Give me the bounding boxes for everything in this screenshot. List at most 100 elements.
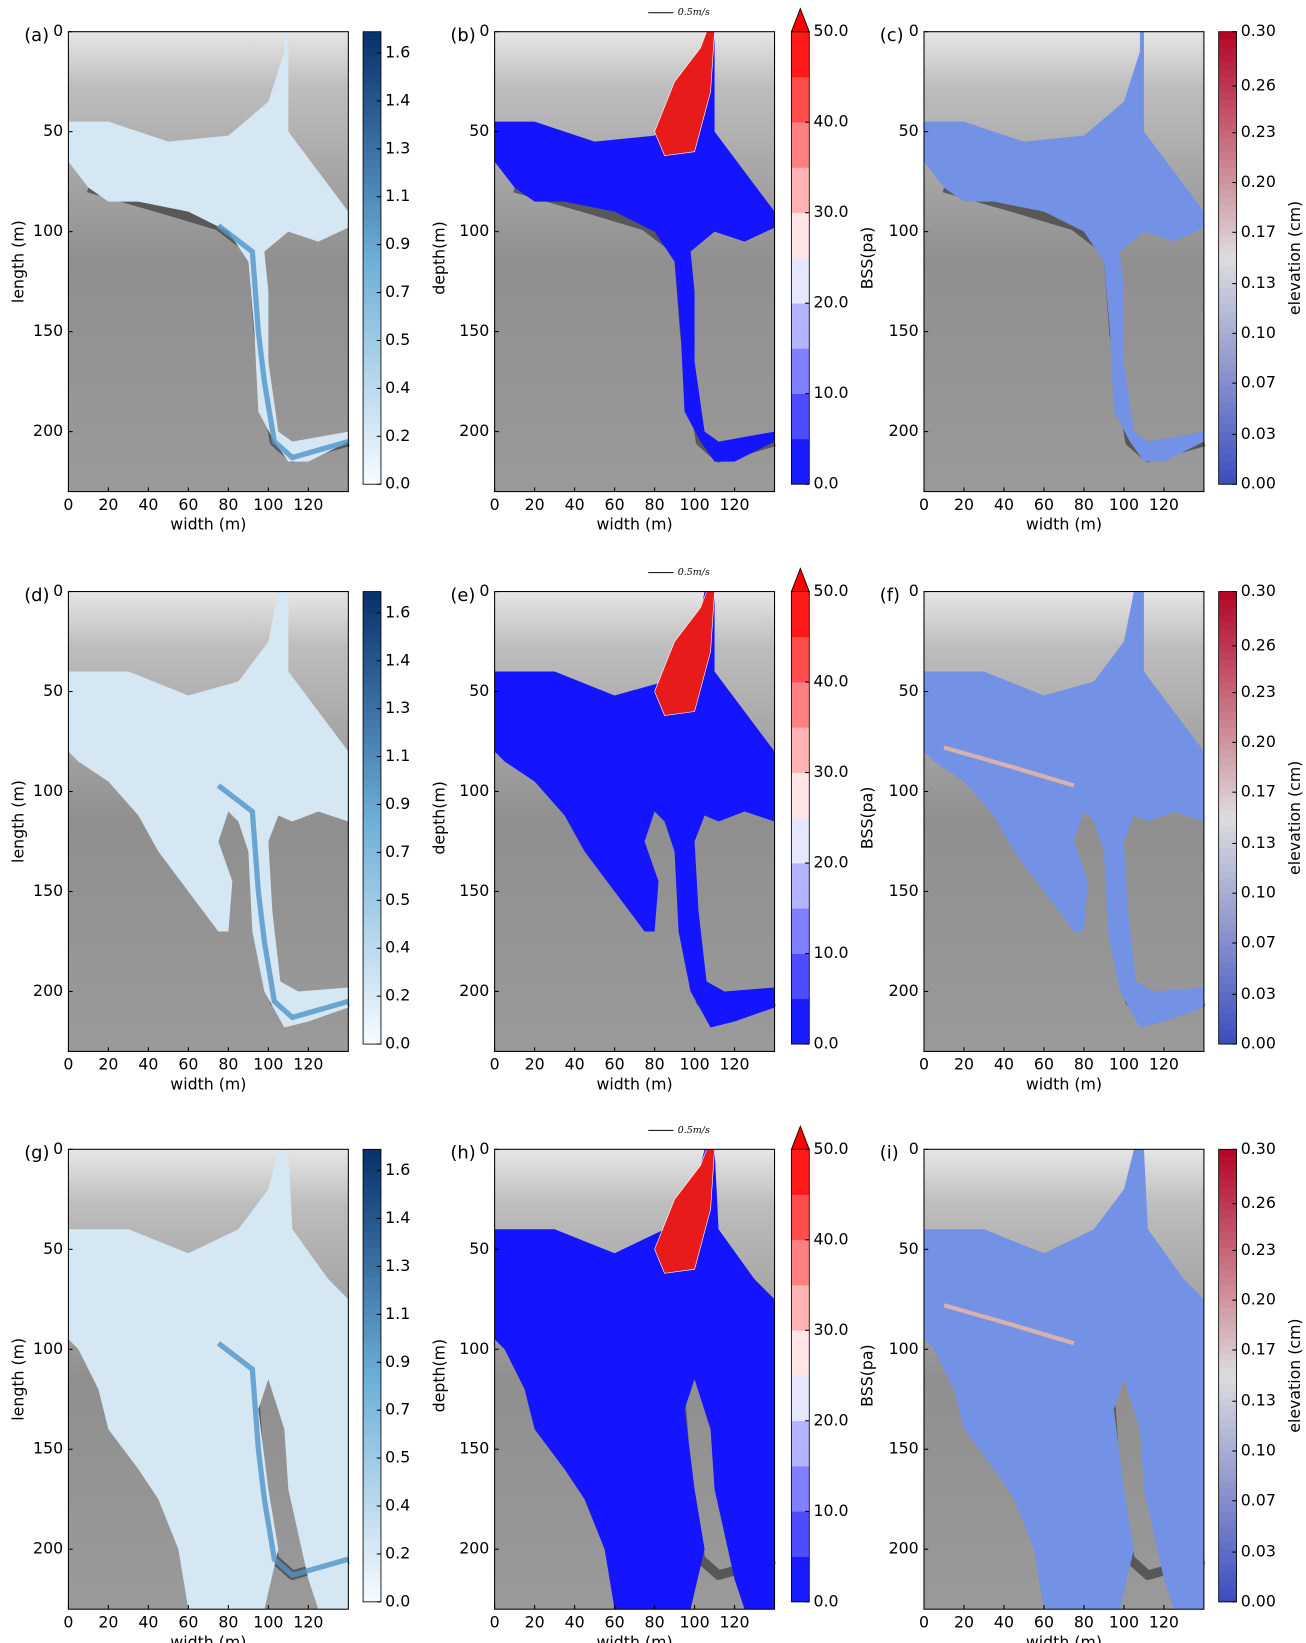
x-tick-label: 40 bbox=[994, 495, 1014, 514]
colorbar-tick-label: 0.5 bbox=[385, 1448, 410, 1467]
colorbar-tick-label: 0.00 bbox=[1241, 1034, 1276, 1053]
colorbar-step bbox=[363, 795, 381, 804]
deep-channel bbox=[216, 223, 350, 461]
colorbar-step bbox=[363, 765, 381, 773]
y-tick-label: 150 bbox=[33, 1439, 63, 1458]
colorbar-level bbox=[791, 772, 810, 819]
y-tick-label: 50 bbox=[469, 121, 489, 140]
colorbar-step bbox=[363, 408, 381, 417]
x-tick-label: 120 bbox=[1149, 1055, 1179, 1074]
colorbar-step bbox=[1218, 591, 1237, 600]
colorbar-step bbox=[363, 378, 381, 387]
plot-frame bbox=[923, 591, 1205, 1052]
y-tick-label: 0 bbox=[479, 21, 489, 40]
y-tick-label: 50 bbox=[43, 1239, 63, 1258]
colorbar-step bbox=[363, 1481, 381, 1490]
colorbar-step bbox=[1218, 946, 1237, 954]
colorbar-step bbox=[363, 190, 381, 199]
x-tick-label: 0 bbox=[63, 495, 73, 514]
colorbar-step bbox=[363, 1383, 381, 1392]
colorbar-step bbox=[363, 114, 381, 123]
y-tick-label: 50 bbox=[899, 121, 919, 140]
colorbar-tick-label: 0.23 bbox=[1241, 122, 1276, 141]
colorbar-step bbox=[1218, 780, 1237, 789]
colorbar-step bbox=[363, 1496, 381, 1505]
colorbar-step bbox=[1218, 855, 1237, 864]
colorbar-step bbox=[1218, 1156, 1237, 1165]
x-axis-label: width (m) bbox=[597, 1075, 673, 1094]
y-axis-label: length (m) bbox=[8, 220, 27, 303]
x-tick-label: 80 bbox=[218, 1055, 238, 1074]
colorbar-tick-label: 0.5 bbox=[385, 330, 410, 349]
colorbar-tick-label: 1.3 bbox=[385, 138, 410, 157]
colorbar-step bbox=[1218, 1322, 1237, 1331]
colorbar-step bbox=[1218, 220, 1237, 229]
y-tick-label: 200 bbox=[889, 421, 919, 440]
x-tick-label: 40 bbox=[138, 1612, 158, 1631]
colorbar-step bbox=[363, 1217, 381, 1226]
plot-frame bbox=[494, 591, 776, 1052]
colorbar-tick-label: 0.17 bbox=[1241, 782, 1276, 801]
y-tick-label: 0 bbox=[909, 581, 919, 600]
colorbar-label: depth(m) bbox=[429, 1339, 448, 1413]
panel-label: (i) bbox=[880, 1143, 899, 1164]
colorbar-label: BSS(pa) bbox=[858, 227, 877, 290]
x-tick-label: 120 bbox=[293, 495, 323, 514]
colorbar-step bbox=[363, 810, 381, 819]
colorbar-tick-label: 0.07 bbox=[1241, 1490, 1276, 1509]
panel-label: (e) bbox=[450, 585, 475, 606]
colorbar-frame bbox=[790, 31, 810, 485]
colorbar-tick-label: 0.0 bbox=[813, 474, 838, 493]
colorbar-tick-label: 1.1 bbox=[385, 746, 410, 765]
colorbar-step bbox=[1218, 401, 1237, 410]
colorbar-step bbox=[1218, 885, 1237, 894]
y-tick-label: 0 bbox=[53, 1139, 63, 1158]
x-tick-label: 0 bbox=[490, 495, 500, 514]
y-tick-label: 0 bbox=[479, 1139, 489, 1158]
colorbar-step bbox=[1218, 1021, 1237, 1030]
colorbar-step bbox=[363, 1179, 381, 1188]
colorbar-step bbox=[363, 363, 381, 372]
colorbar-step bbox=[363, 416, 381, 425]
colorbar-step bbox=[1218, 1383, 1237, 1392]
x-tick-label: 100 bbox=[680, 495, 710, 514]
colorbar-level bbox=[791, 1194, 810, 1241]
colorbar-step bbox=[1218, 1405, 1237, 1414]
colorbar-step bbox=[363, 220, 381, 229]
colorbar-tick-label: 40.0 bbox=[813, 1229, 848, 1248]
colorbar-step bbox=[363, 1239, 381, 1248]
colorbar-step bbox=[363, 1594, 381, 1603]
colorbar-step bbox=[363, 197, 381, 206]
colorbar-step bbox=[1218, 454, 1237, 463]
colorbar-step bbox=[1218, 1481, 1237, 1490]
x-tick-label: 120 bbox=[720, 1612, 750, 1631]
colorbar-step bbox=[1218, 340, 1237, 349]
colorbar-step bbox=[363, 1209, 381, 1218]
colorbar-step bbox=[1218, 765, 1237, 773]
colorbar-step bbox=[1218, 1435, 1237, 1444]
colorbar-step bbox=[1218, 847, 1237, 856]
colorbar-level bbox=[791, 1285, 810, 1331]
colorbar-step bbox=[363, 1269, 381, 1278]
colorbar-step bbox=[1218, 114, 1237, 123]
colorbar-step bbox=[363, 780, 381, 789]
colorbar-step bbox=[363, 212, 381, 221]
colorbar-step bbox=[363, 1375, 381, 1384]
terrain bbox=[923, 31, 1204, 492]
x-tick-label: 80 bbox=[645, 495, 665, 514]
colorbar-tick-label: 0.03 bbox=[1241, 424, 1276, 443]
colorbar-step bbox=[1218, 469, 1237, 478]
colorbar-step bbox=[363, 84, 381, 93]
colorbar-step bbox=[363, 31, 381, 40]
colorbar-step bbox=[363, 401, 381, 410]
x-tick-label: 40 bbox=[565, 495, 585, 514]
colorbar-tick-label: 1.1 bbox=[385, 186, 410, 205]
panel: 0 20 40 60 80 100 120 0 50 100 150 200 width (m) (c) 0… bbox=[880, 21, 1304, 534]
colorbar-tick-label: 0.4 bbox=[385, 1496, 410, 1515]
colorbar-level bbox=[791, 76, 810, 123]
colorbar-step bbox=[363, 1232, 381, 1241]
colorbar-step bbox=[1218, 727, 1237, 736]
y-tick-label: 200 bbox=[33, 421, 63, 440]
colorbar-level bbox=[791, 1556, 810, 1603]
deposit bbox=[943, 745, 1075, 788]
